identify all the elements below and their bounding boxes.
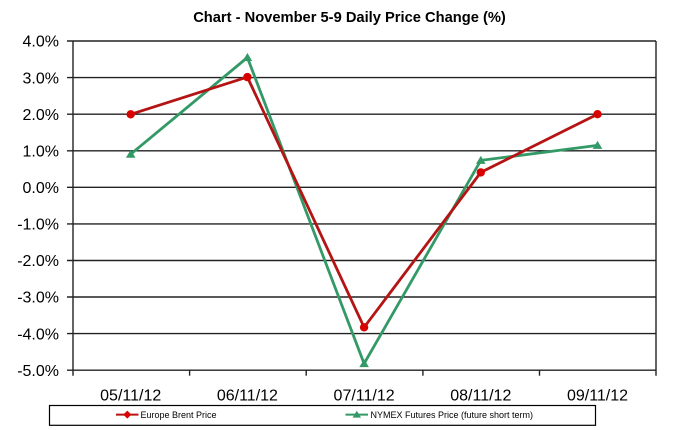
svg-text:-3.0%: -3.0% xyxy=(17,290,59,307)
svg-text:-5.0%: -5.0% xyxy=(17,363,59,380)
svg-text:08/11/12: 08/11/12 xyxy=(450,388,511,405)
svg-text:2.0%: 2.0% xyxy=(23,107,59,124)
svg-text:09/11/12: 09/11/12 xyxy=(567,388,628,405)
svg-text:-1.0%: -1.0% xyxy=(17,217,59,234)
svg-text:0.0%: 0.0% xyxy=(23,180,59,197)
svg-text:05/11/12: 05/11/12 xyxy=(100,388,161,405)
svg-text:4.0%: 4.0% xyxy=(23,34,59,51)
svg-text:3.0%: 3.0% xyxy=(23,70,59,87)
svg-text:-2.0%: -2.0% xyxy=(17,253,59,270)
svg-text:06/11/12: 06/11/12 xyxy=(217,388,278,405)
svg-text:1.0%: 1.0% xyxy=(23,144,59,161)
svg-text:-4.0%: -4.0% xyxy=(17,326,59,343)
svg-text:07/11/12: 07/11/12 xyxy=(334,388,395,405)
svg-text:Chart - November 5-9 Daily Pri: Chart - November 5-9 Daily Price Change … xyxy=(193,10,506,26)
svg-text:Europe Brent Price: Europe Brent Price xyxy=(141,410,217,420)
svg-text:NYMEX Futures Price (future sh: NYMEX Futures Price (future short term) xyxy=(371,410,534,420)
